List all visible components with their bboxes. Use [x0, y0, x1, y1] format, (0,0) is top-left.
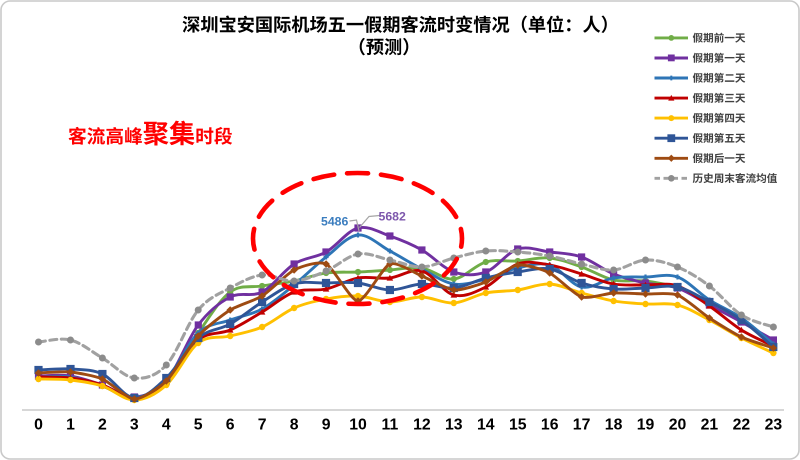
svg-text:7: 7: [258, 417, 267, 434]
svg-text:13: 13: [445, 417, 463, 434]
svg-text:22: 22: [733, 417, 751, 434]
svg-text:17: 17: [573, 417, 591, 434]
svg-text:9: 9: [322, 417, 331, 434]
svg-text:21: 21: [701, 417, 719, 434]
svg-text:2: 2: [98, 417, 107, 434]
svg-text:1: 1: [66, 417, 75, 434]
svg-text:20: 20: [669, 417, 687, 434]
svg-text:5: 5: [194, 417, 203, 434]
svg-text:5682: 5682: [379, 210, 407, 224]
svg-text:14: 14: [477, 417, 495, 434]
svg-text:12: 12: [413, 417, 431, 434]
svg-text:15: 15: [509, 417, 527, 434]
svg-text:4: 4: [162, 417, 171, 434]
svg-text:11: 11: [382, 417, 399, 434]
svg-text:8: 8: [290, 417, 299, 434]
svg-text:5486: 5486: [321, 215, 349, 229]
svg-text:10: 10: [349, 417, 367, 434]
svg-text:18: 18: [605, 417, 623, 434]
svg-text:19: 19: [637, 417, 655, 434]
svg-text:16: 16: [541, 417, 559, 434]
svg-text:23: 23: [765, 417, 783, 434]
svg-text:0: 0: [34, 417, 43, 434]
svg-text:3: 3: [130, 417, 139, 434]
svg-text:6: 6: [226, 417, 235, 434]
